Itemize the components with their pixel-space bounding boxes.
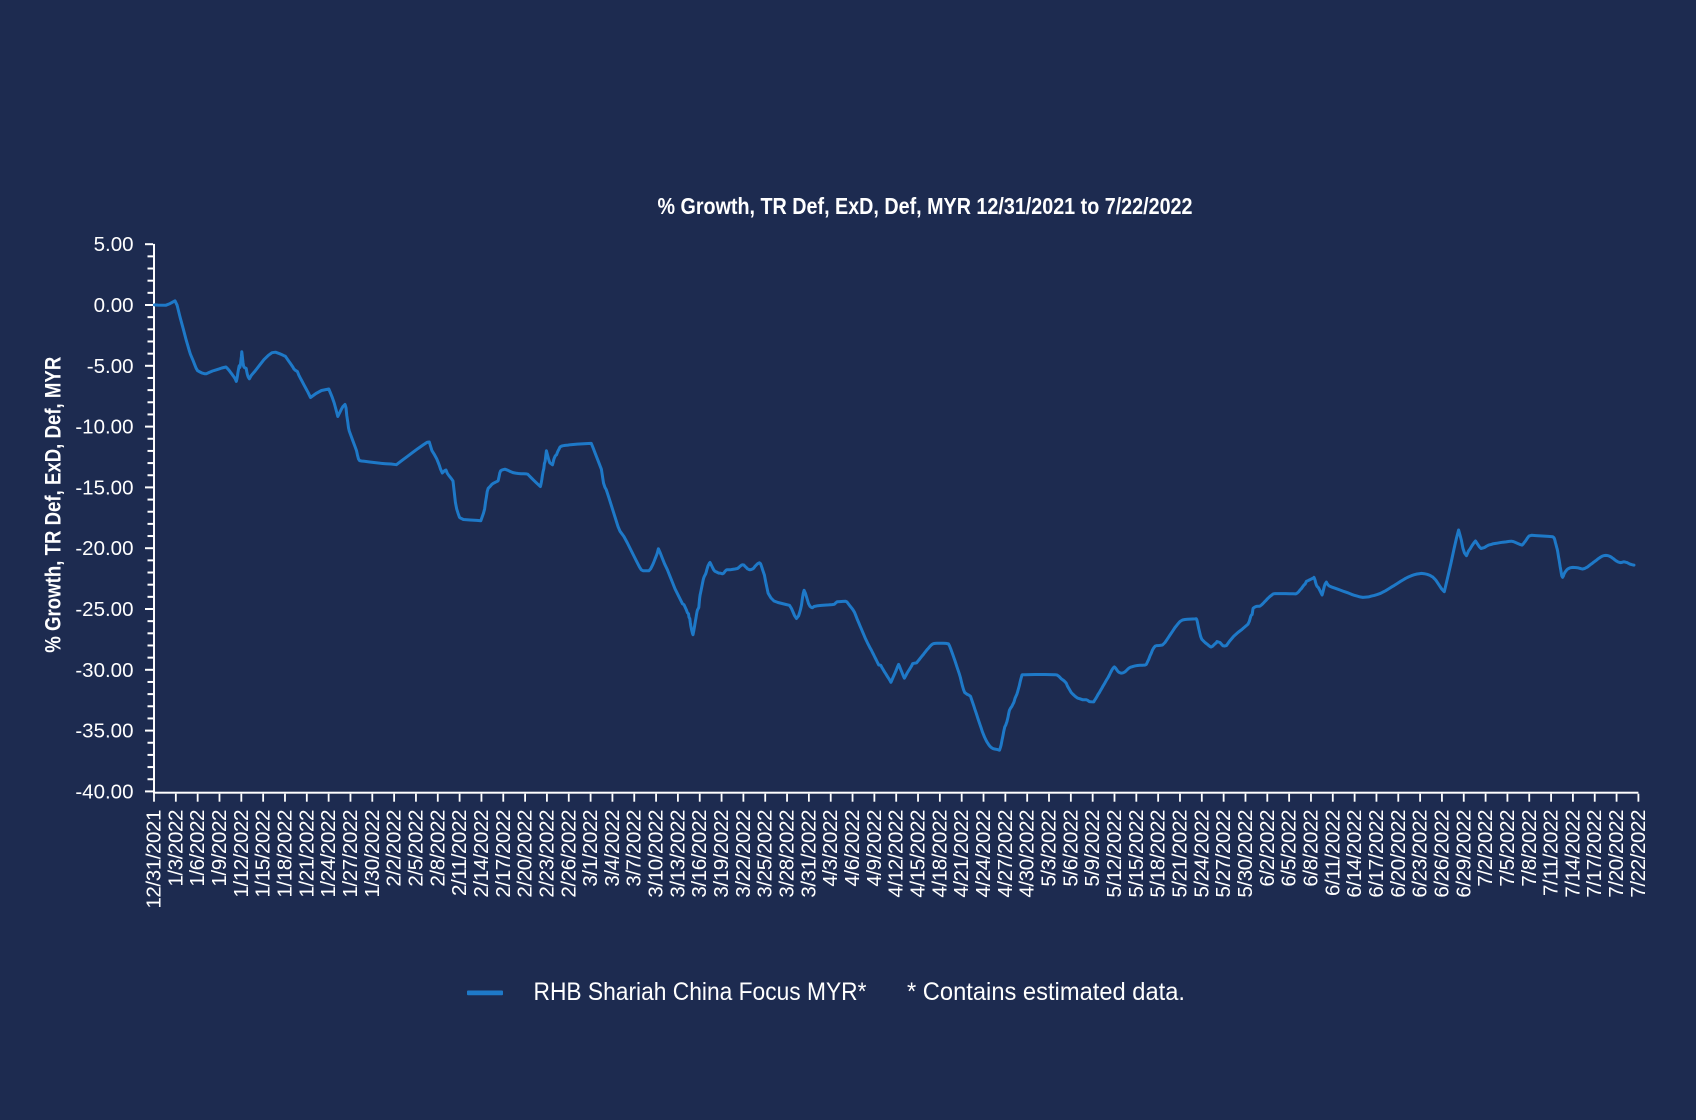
svg-text:4/9/2022: 4/9/2022 xyxy=(863,810,886,887)
svg-text:3/1/2022: 3/1/2022 xyxy=(579,810,602,887)
svg-text:1/30/2022: 1/30/2022 xyxy=(361,810,384,898)
svg-text:% Growth, TR Def, ExD, Def, MY: % Growth, TR Def, ExD, Def, MYR xyxy=(41,357,66,653)
svg-text:6/26/2022: 6/26/2022 xyxy=(1430,810,1453,898)
svg-text:5/12/2022: 5/12/2022 xyxy=(1103,810,1126,898)
svg-text:1/12/2022: 1/12/2022 xyxy=(230,810,253,898)
svg-text:7/5/2022: 7/5/2022 xyxy=(1496,810,1519,887)
svg-text:-10.00: -10.00 xyxy=(75,416,133,439)
svg-text:3/4/2022: 3/4/2022 xyxy=(601,810,624,887)
svg-text:12/31/2021: 12/31/2021 xyxy=(143,810,166,909)
svg-text:3/22/2022: 3/22/2022 xyxy=(732,810,755,898)
svg-text:2/20/2022: 2/20/2022 xyxy=(514,810,537,898)
svg-text:RHB Shariah China Focus MYR*: RHB Shariah China Focus MYR* xyxy=(534,978,867,1006)
svg-text:-30.00: -30.00 xyxy=(75,659,133,682)
svg-text:5/24/2022: 5/24/2022 xyxy=(1190,810,1213,898)
svg-text:1/6/2022: 1/6/2022 xyxy=(186,810,209,887)
svg-text:5/30/2022: 5/30/2022 xyxy=(1234,810,1257,898)
svg-text:5/6/2022: 5/6/2022 xyxy=(1059,810,1082,887)
svg-text:2/14/2022: 2/14/2022 xyxy=(470,810,493,898)
svg-text:-25.00: -25.00 xyxy=(75,598,133,621)
svg-text:7/8/2022: 7/8/2022 xyxy=(1518,810,1541,887)
svg-text:4/21/2022: 4/21/2022 xyxy=(950,810,973,898)
svg-text:7/14/2022: 7/14/2022 xyxy=(1561,810,1584,898)
svg-text:5/15/2022: 5/15/2022 xyxy=(1125,810,1148,898)
svg-text:3/25/2022: 3/25/2022 xyxy=(754,810,777,898)
svg-text:1/21/2022: 1/21/2022 xyxy=(295,810,318,898)
svg-text:4/27/2022: 4/27/2022 xyxy=(994,810,1017,898)
svg-text:2/2/2022: 2/2/2022 xyxy=(383,810,406,887)
svg-text:3/16/2022: 3/16/2022 xyxy=(688,810,711,898)
svg-text:6/14/2022: 6/14/2022 xyxy=(1343,810,1366,898)
svg-text:5/18/2022: 5/18/2022 xyxy=(1147,810,1170,898)
svg-text:6/5/2022: 6/5/2022 xyxy=(1278,810,1301,887)
svg-text:6/11/2022: 6/11/2022 xyxy=(1321,810,1344,896)
svg-text:2/17/2022: 2/17/2022 xyxy=(492,810,515,898)
svg-text:-35.00: -35.00 xyxy=(75,720,133,743)
svg-text:6/17/2022: 6/17/2022 xyxy=(1365,810,1388,898)
svg-text:4/3/2022: 4/3/2022 xyxy=(819,810,842,887)
svg-text:-40.00: -40.00 xyxy=(75,780,133,803)
svg-text:-15.00: -15.00 xyxy=(75,476,133,499)
svg-text:4/12/2022: 4/12/2022 xyxy=(885,810,908,898)
svg-text:1/27/2022: 1/27/2022 xyxy=(339,810,362,898)
svg-text:2/23/2022: 2/23/2022 xyxy=(535,810,558,898)
svg-text:-20.00: -20.00 xyxy=(75,537,133,560)
svg-text:7/22/2022: 7/22/2022 xyxy=(1627,810,1650,898)
svg-text:2/11/2022: 2/11/2022 xyxy=(448,810,471,896)
svg-text:7/17/2022: 7/17/2022 xyxy=(1583,810,1606,898)
svg-text:2/8/2022: 2/8/2022 xyxy=(426,810,449,887)
svg-text:2/5/2022: 2/5/2022 xyxy=(405,810,428,887)
svg-text:3/7/2022: 3/7/2022 xyxy=(623,810,646,887)
svg-text:4/30/2022: 4/30/2022 xyxy=(1016,810,1039,898)
svg-text:5.00: 5.00 xyxy=(94,233,134,256)
svg-text:6/8/2022: 6/8/2022 xyxy=(1300,810,1323,887)
svg-text:3/31/2022: 3/31/2022 xyxy=(797,810,820,898)
svg-text:4/24/2022: 4/24/2022 xyxy=(972,810,995,898)
svg-text:2/26/2022: 2/26/2022 xyxy=(557,810,580,898)
svg-text:3/10/2022: 3/10/2022 xyxy=(645,810,668,898)
svg-text:5/9/2022: 5/9/2022 xyxy=(1081,810,1104,887)
svg-text:7/11/2022: 7/11/2022 xyxy=(1540,810,1563,896)
svg-text:3/13/2022: 3/13/2022 xyxy=(666,810,689,898)
svg-text:6/2/2022: 6/2/2022 xyxy=(1256,810,1279,887)
svg-text:1/15/2022: 1/15/2022 xyxy=(252,810,275,898)
svg-text:5/21/2022: 5/21/2022 xyxy=(1169,810,1192,898)
svg-text:1/24/2022: 1/24/2022 xyxy=(317,810,340,898)
svg-text:3/19/2022: 3/19/2022 xyxy=(710,810,733,898)
svg-text:7/20/2022: 7/20/2022 xyxy=(1605,810,1628,898)
svg-text:4/18/2022: 4/18/2022 xyxy=(928,810,951,898)
svg-text:6/29/2022: 6/29/2022 xyxy=(1452,810,1475,898)
svg-text:6/23/2022: 6/23/2022 xyxy=(1409,810,1432,898)
svg-text:1/3/2022: 1/3/2022 xyxy=(164,810,187,887)
svg-text:3/28/2022: 3/28/2022 xyxy=(776,810,799,898)
svg-text:% Growth, TR Def, ExD, Def, MY: % Growth, TR Def, ExD, Def, MYR 12/31/20… xyxy=(658,193,1193,219)
svg-text:4/6/2022: 4/6/2022 xyxy=(841,810,864,887)
svg-text:7/2/2022: 7/2/2022 xyxy=(1474,810,1497,887)
svg-text:-5.00: -5.00 xyxy=(87,355,134,378)
svg-text:0.00: 0.00 xyxy=(94,294,134,317)
svg-text:5/3/2022: 5/3/2022 xyxy=(1038,810,1061,887)
svg-text:* Contains estimated data.: * Contains estimated data. xyxy=(907,978,1185,1006)
svg-text:1/18/2022: 1/18/2022 xyxy=(274,810,297,898)
svg-text:6/20/2022: 6/20/2022 xyxy=(1387,810,1410,898)
svg-text:5/27/2022: 5/27/2022 xyxy=(1212,810,1235,898)
svg-text:4/15/2022: 4/15/2022 xyxy=(907,810,930,898)
svg-text:1/9/2022: 1/9/2022 xyxy=(208,810,231,887)
